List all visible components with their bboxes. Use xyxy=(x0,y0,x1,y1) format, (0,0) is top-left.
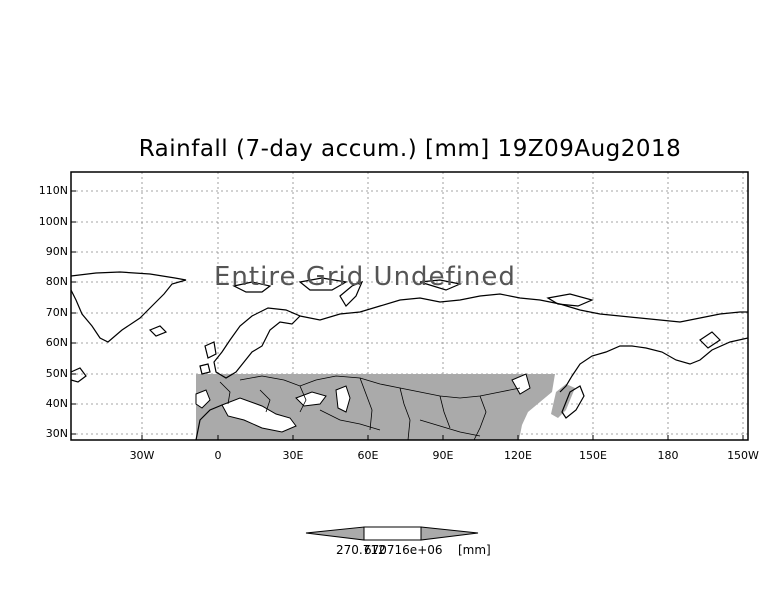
lon-label: 90E xyxy=(432,449,454,462)
color-bar-value-left: 270.712 xyxy=(336,543,386,557)
coastlines xyxy=(71,271,748,440)
color-bar-unit: [mm] xyxy=(458,543,491,557)
lon-label: 120E xyxy=(504,449,532,462)
color-bar-left-arrow xyxy=(305,526,365,541)
lon-label: 180 xyxy=(657,449,679,462)
lon-label: 0 xyxy=(214,449,222,462)
tick-marks xyxy=(71,190,744,440)
lat-label: 30N xyxy=(45,427,68,440)
color-bar-right-arrow xyxy=(420,526,479,541)
color-bar xyxy=(305,526,479,541)
country-borders xyxy=(219,375,521,440)
lat-label: 110N xyxy=(38,184,68,197)
lat-label: 70N xyxy=(45,306,68,319)
undefined-grid-annotation: Entire Grid Undefined xyxy=(214,262,516,292)
lat-label: 90N xyxy=(45,245,68,258)
lon-label: 60E xyxy=(357,449,379,462)
lat-label: 60N xyxy=(45,336,68,349)
lon-label: 150W xyxy=(727,449,759,462)
lon-label: 30E xyxy=(282,449,304,462)
lat-label: 100N xyxy=(38,215,68,228)
lon-label: 150E xyxy=(579,449,607,462)
lat-label: 40N xyxy=(45,397,68,410)
color-bar-box xyxy=(363,526,422,541)
water-bodies xyxy=(195,373,531,433)
color-bar-value-right: 670716e+06 xyxy=(364,543,443,557)
map-frame xyxy=(70,171,749,441)
lon-label: 30W xyxy=(129,449,155,462)
map-title: Rainfall (7-day accum.) [mm] 19Z09Aug201… xyxy=(138,136,682,162)
lat-label: 50N xyxy=(45,367,68,380)
lat-label: 80N xyxy=(45,275,68,288)
